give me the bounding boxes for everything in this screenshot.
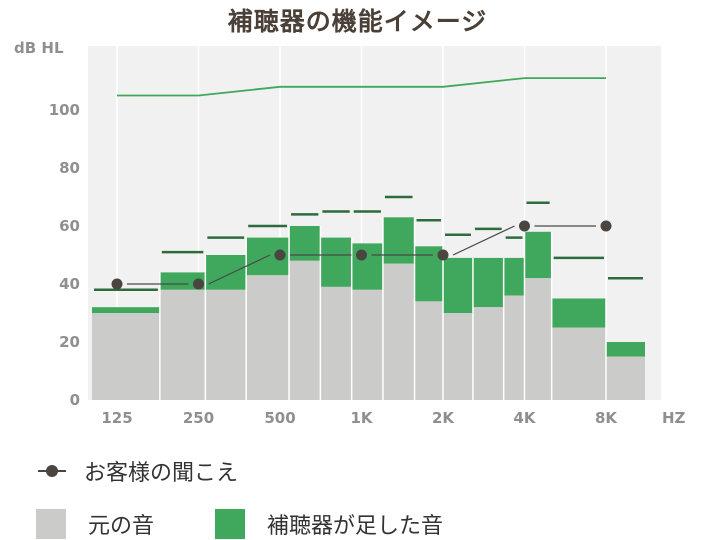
added-sound-bar-14: [606, 342, 645, 357]
y-tick-label: 80: [59, 159, 80, 177]
legend-original-label: 元の音: [88, 514, 155, 539]
y-axis-ticks: 0 20 40 60 80 100: [49, 101, 80, 409]
original-sound-bar-4: [289, 260, 321, 400]
x-axis-ticks: 125 250 500 1K 2K 4K 8K: [101, 409, 618, 427]
added-sound-bar-13: [551, 298, 606, 328]
original-sound-bar-11: [503, 295, 525, 400]
original-sound-bar-12: [524, 278, 552, 400]
legend-added: 補聴器が足した音: [215, 508, 443, 540]
legend-hearing-label: お客様の聞こえ: [84, 461, 239, 486]
target-ticks: [94, 195, 643, 292]
hearing-point: [519, 220, 530, 232]
added-sound-bar-6: [351, 243, 383, 290]
hearing-aid-chart: 0 20 40 60 80 100 125 250 500 1K 2K 4K 8K dB HL HZ: [14, 39, 686, 427]
hearing-point: [437, 249, 449, 261]
x-tick-label: 250: [183, 409, 214, 427]
x-tick-label: 1K: [350, 409, 373, 427]
original-sound-bar-10: [472, 307, 504, 400]
y-tick-label: 0: [70, 391, 80, 409]
y-tick-label: 100: [49, 101, 80, 119]
added-sound-bar-9: [443, 257, 473, 313]
original-sound-bar-7: [382, 263, 415, 400]
chart-title: 補聴器の機能イメージ: [227, 7, 488, 36]
added-sound-bar-5: [320, 237, 352, 287]
y-tick-label: 40: [59, 275, 80, 293]
bars: [92, 217, 645, 400]
x-tick-label: 4K: [513, 409, 536, 427]
original-sound-bar-6: [351, 289, 383, 400]
max-output-line: [117, 77, 606, 97]
hearing-segment: [208, 254, 271, 285]
added-sound-bar-12: [524, 231, 552, 279]
added-sound-bar-10: [472, 257, 504, 308]
original-sound-bar-5: [320, 286, 352, 400]
x-tick-label: 2K: [432, 409, 455, 427]
added-sound-bar-0: [92, 307, 160, 313]
original-sound-bar-0: [92, 313, 160, 400]
original-sound-bar-14: [606, 356, 645, 400]
hearing-segment: [452, 225, 515, 256]
hearing-point: [356, 249, 367, 261]
hearing-legend-icon: [38, 465, 66, 477]
hearing-point: [274, 249, 286, 261]
legend-added-label: 補聴器が足した音: [267, 514, 444, 539]
original-sound-bar-2: [205, 289, 247, 400]
hearing-point: [111, 278, 123, 290]
legend-hearing: お客様の聞こえ: [36, 455, 238, 487]
added-sound-bar-11: [503, 257, 525, 296]
hearing-point: [193, 278, 204, 290]
original-sound-bar-9: [443, 313, 473, 400]
original-sound-bar-13: [551, 327, 606, 400]
max-output-polyline: [117, 77, 606, 97]
added-swatch: [215, 509, 245, 539]
hearing-line: [111, 220, 612, 290]
hearing-point: [600, 220, 612, 232]
x-tick-label: 8K: [595, 409, 618, 427]
legend-original: 元の音: [36, 508, 154, 540]
y-tick-label: 60: [59, 217, 80, 235]
original-sound-bar-1: [159, 289, 206, 400]
original-swatch: [36, 509, 66, 539]
original-sound-bar-8: [414, 301, 443, 400]
y-tick-label: 20: [59, 333, 80, 351]
x-axis-label: HZ: [662, 409, 686, 427]
x-tick-label: 125: [101, 409, 132, 427]
y-axis-label: dB HL: [14, 39, 64, 57]
added-sound-bar-7: [382, 217, 415, 264]
original-sound-bar-3: [246, 275, 290, 400]
added-sound-bar-2: [205, 255, 247, 290]
x-tick-label: 500: [264, 409, 295, 427]
